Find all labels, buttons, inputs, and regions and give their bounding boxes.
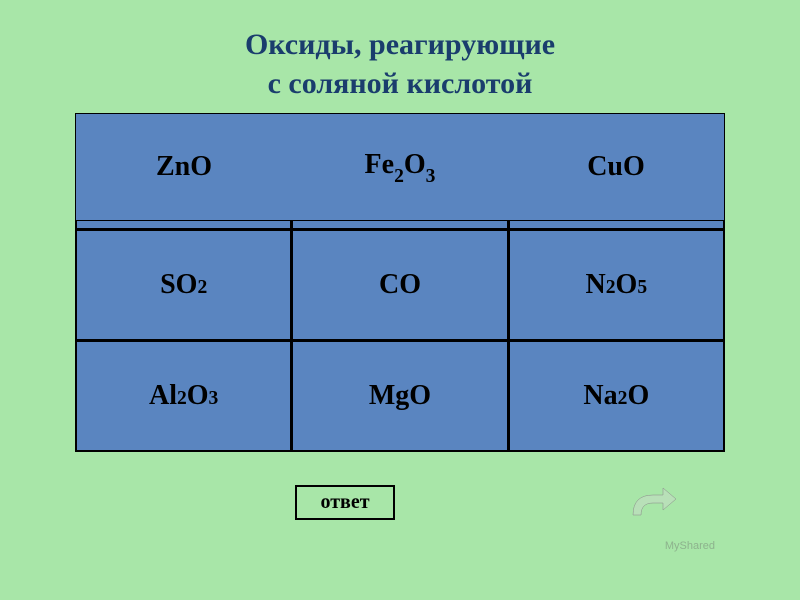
slide-title: Оксиды, реагирующие с соляной кислотой (75, 25, 725, 103)
curved-arrow-right-icon (628, 485, 678, 520)
table-row-overlay-0: ZnO Fe2O3 CuO (75, 113, 725, 221)
table-cell-1-2: N2O5 (510, 231, 723, 339)
watermark: MyShared (665, 540, 715, 552)
title-line2: с соляной кислотой (268, 67, 533, 100)
table-cell-1-0: SO2 (77, 231, 290, 339)
formula-fe2o3: Fe2O3 (292, 149, 508, 186)
formula-cuo: CuO (508, 151, 724, 183)
answer-button[interactable]: ответ (295, 485, 395, 520)
table-cell-1-1: CO (293, 231, 506, 339)
nav-next-button[interactable] (620, 480, 685, 525)
formula-zno: ZnO (76, 151, 292, 183)
table-cell-2-1: MgO (293, 342, 506, 450)
table-cell-2-0: Al2O3 (77, 342, 290, 450)
title-line1: Оксиды, реагирующие (245, 28, 555, 61)
answer-button-label: ответ (320, 491, 369, 514)
table-cell-2-2: Na2O (510, 342, 723, 450)
